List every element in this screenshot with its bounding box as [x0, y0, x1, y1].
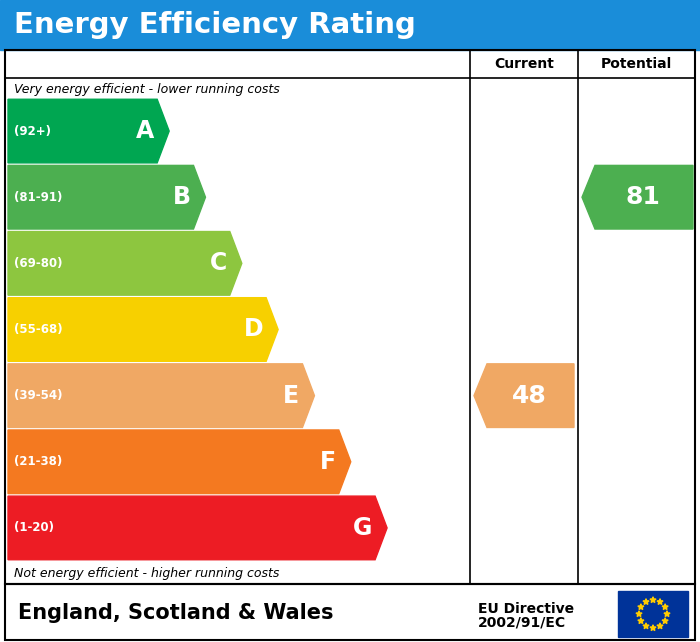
Polygon shape: [664, 611, 670, 616]
Polygon shape: [643, 599, 649, 605]
Polygon shape: [8, 496, 387, 560]
Polygon shape: [643, 623, 649, 629]
Polygon shape: [474, 364, 574, 428]
Text: (81-91): (81-91): [14, 191, 62, 204]
Polygon shape: [657, 599, 663, 605]
Polygon shape: [8, 166, 206, 229]
Text: Potential: Potential: [601, 57, 672, 71]
Text: Not energy efficient - higher running costs: Not energy efficient - higher running co…: [14, 568, 279, 580]
Text: 81: 81: [625, 185, 660, 209]
Polygon shape: [662, 618, 668, 623]
Polygon shape: [8, 298, 278, 361]
Text: 48: 48: [512, 384, 547, 408]
Bar: [5, 584, 695, 640]
Polygon shape: [8, 100, 169, 163]
Text: Energy Efficiency Rating: Energy Efficiency Rating: [14, 11, 416, 39]
Text: D: D: [244, 318, 263, 342]
Text: B: B: [172, 185, 190, 209]
Text: (1-20): (1-20): [14, 521, 54, 534]
Polygon shape: [638, 618, 644, 623]
Text: G: G: [353, 516, 372, 540]
Text: (55-68): (55-68): [14, 323, 62, 336]
Polygon shape: [657, 623, 663, 629]
Polygon shape: [638, 603, 644, 610]
Text: EU Directive: EU Directive: [478, 602, 574, 616]
Text: England, Scotland & Wales: England, Scotland & Wales: [18, 603, 333, 623]
Bar: [0, 0, 700, 50]
Polygon shape: [582, 166, 693, 229]
Text: (21-38): (21-38): [14, 455, 62, 468]
Polygon shape: [8, 364, 314, 428]
Text: F: F: [320, 450, 336, 474]
Text: E: E: [284, 384, 300, 408]
Text: (39-54): (39-54): [14, 389, 62, 402]
Text: Current: Current: [494, 57, 554, 71]
Text: (92+): (92+): [14, 125, 51, 137]
Polygon shape: [650, 625, 656, 630]
Text: (69-80): (69-80): [14, 257, 62, 270]
Text: C: C: [209, 252, 227, 275]
Text: A: A: [136, 119, 154, 143]
Bar: [618, 591, 688, 637]
Text: 2002/91/EC: 2002/91/EC: [478, 615, 566, 629]
Bar: [5, 50, 695, 584]
Polygon shape: [662, 603, 668, 610]
Text: Very energy efficient - lower running costs: Very energy efficient - lower running co…: [14, 83, 280, 96]
Polygon shape: [8, 430, 351, 494]
Polygon shape: [650, 597, 656, 603]
Polygon shape: [8, 232, 241, 295]
Polygon shape: [636, 611, 642, 616]
